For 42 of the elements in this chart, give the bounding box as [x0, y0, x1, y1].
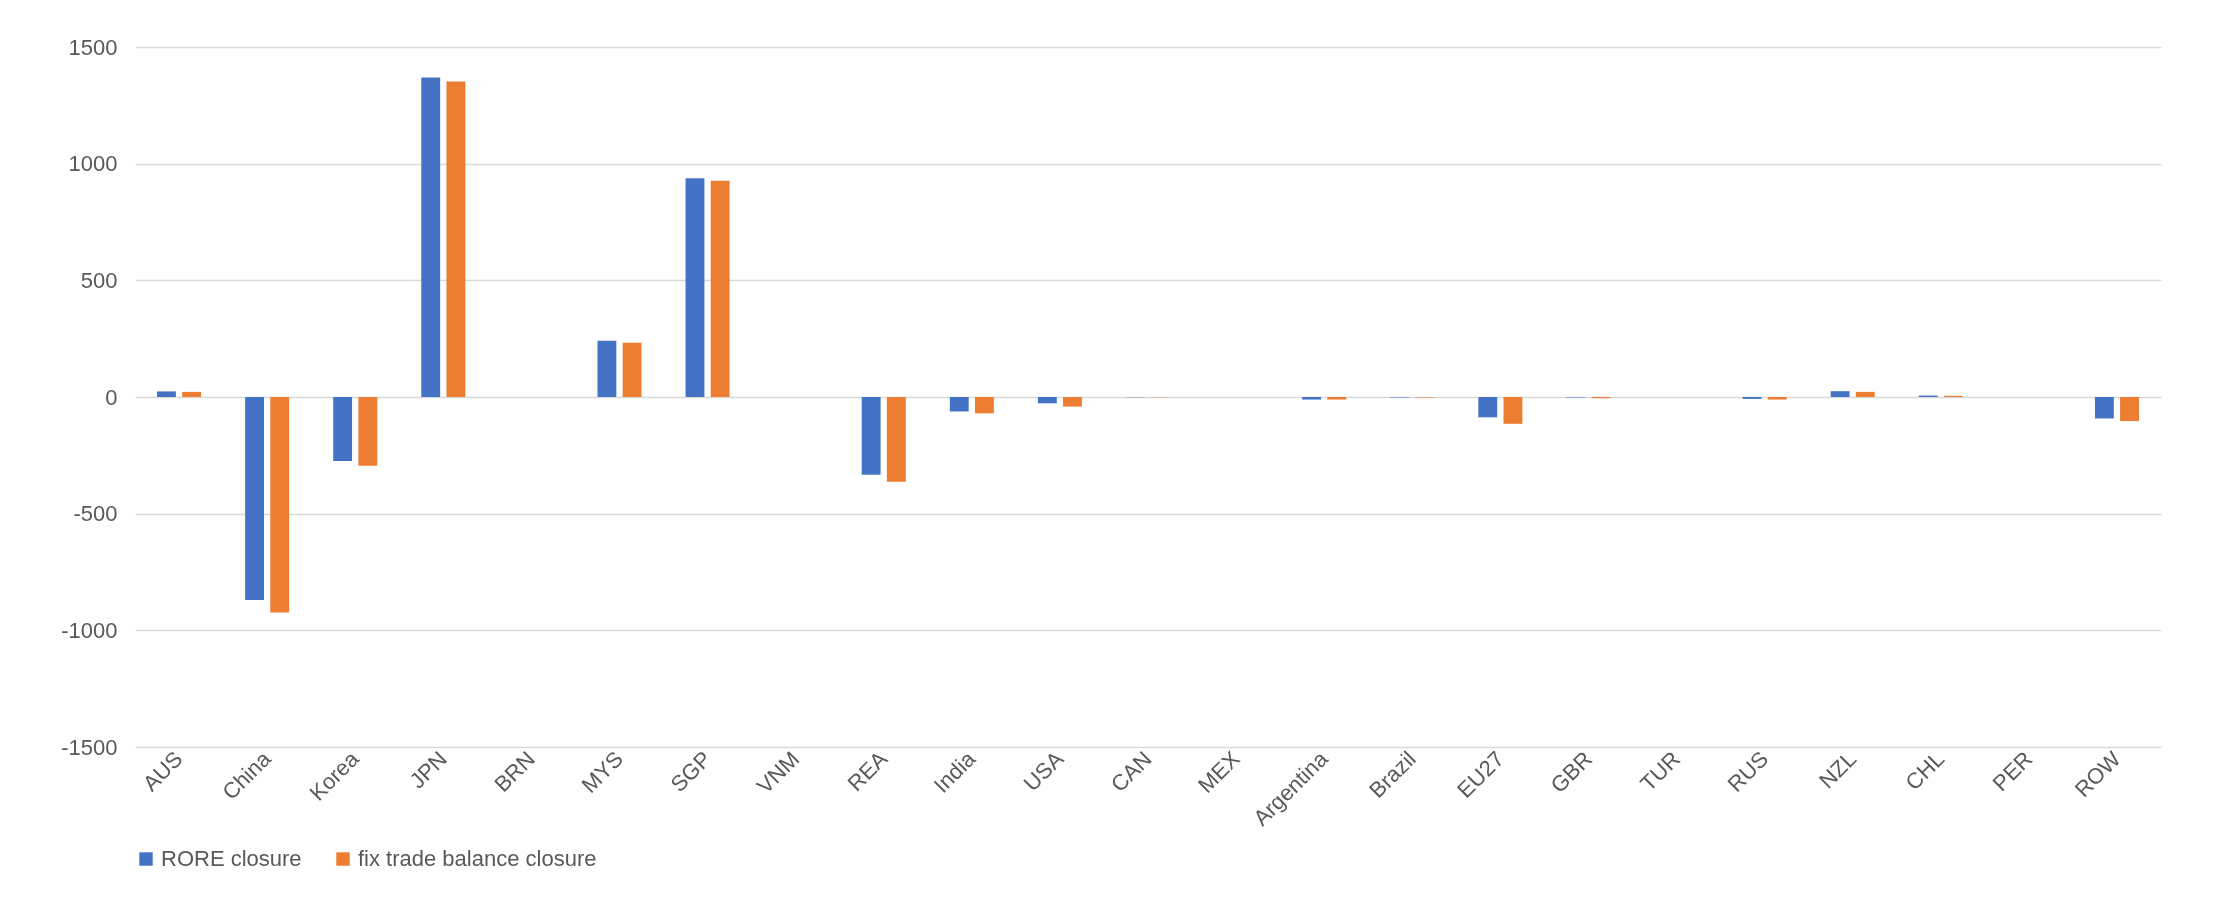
y-tick-label: 1000: [68, 151, 118, 177]
bar: [685, 178, 705, 397]
bar: [710, 180, 730, 397]
x-tick-label: JPN: [404, 746, 452, 794]
bar: [270, 397, 290, 613]
y-tick-label: 500: [80, 267, 118, 293]
bar: [1302, 397, 1322, 400]
bar: [974, 397, 994, 414]
bar: [597, 340, 617, 397]
x-tick-label: NZL: [1814, 746, 1862, 794]
bar: [1767, 397, 1787, 400]
bar: [949, 397, 969, 412]
bar: [2120, 397, 2139, 422]
bar: [1830, 391, 1850, 397]
bar: [1503, 397, 1523, 424]
y-tick-label: 1500: [68, 34, 118, 60]
x-tick-label: USA: [1018, 746, 1069, 796]
legend-label: RORE closure: [161, 846, 302, 871]
bar: [245, 397, 264, 600]
legend-label: fix trade balance closure: [358, 846, 597, 871]
y-tick-label: -500: [73, 501, 118, 527]
bar: [861, 397, 881, 475]
x-tick-label: REA: [842, 746, 893, 796]
x-tick-label: CHL: [1900, 746, 1950, 796]
x-tick-label: TUR: [1635, 746, 1686, 796]
bar: [1063, 397, 1082, 407]
y-tick-label: -1500: [61, 734, 118, 760]
bar: [157, 391, 176, 397]
bar: [886, 397, 906, 482]
y-tick-label: -1000: [61, 617, 118, 643]
bar: [446, 81, 466, 397]
bar: [421, 77, 441, 397]
bar: [358, 397, 378, 466]
bar: [1327, 397, 1347, 400]
y-tick-label: 0: [105, 384, 118, 410]
bar: [182, 391, 202, 397]
bar: [1478, 397, 1498, 418]
bar: [1037, 397, 1057, 404]
bar: [1855, 391, 1875, 397]
bar: [622, 342, 642, 397]
bar: [2094, 397, 2114, 419]
bar: [333, 397, 353, 461]
